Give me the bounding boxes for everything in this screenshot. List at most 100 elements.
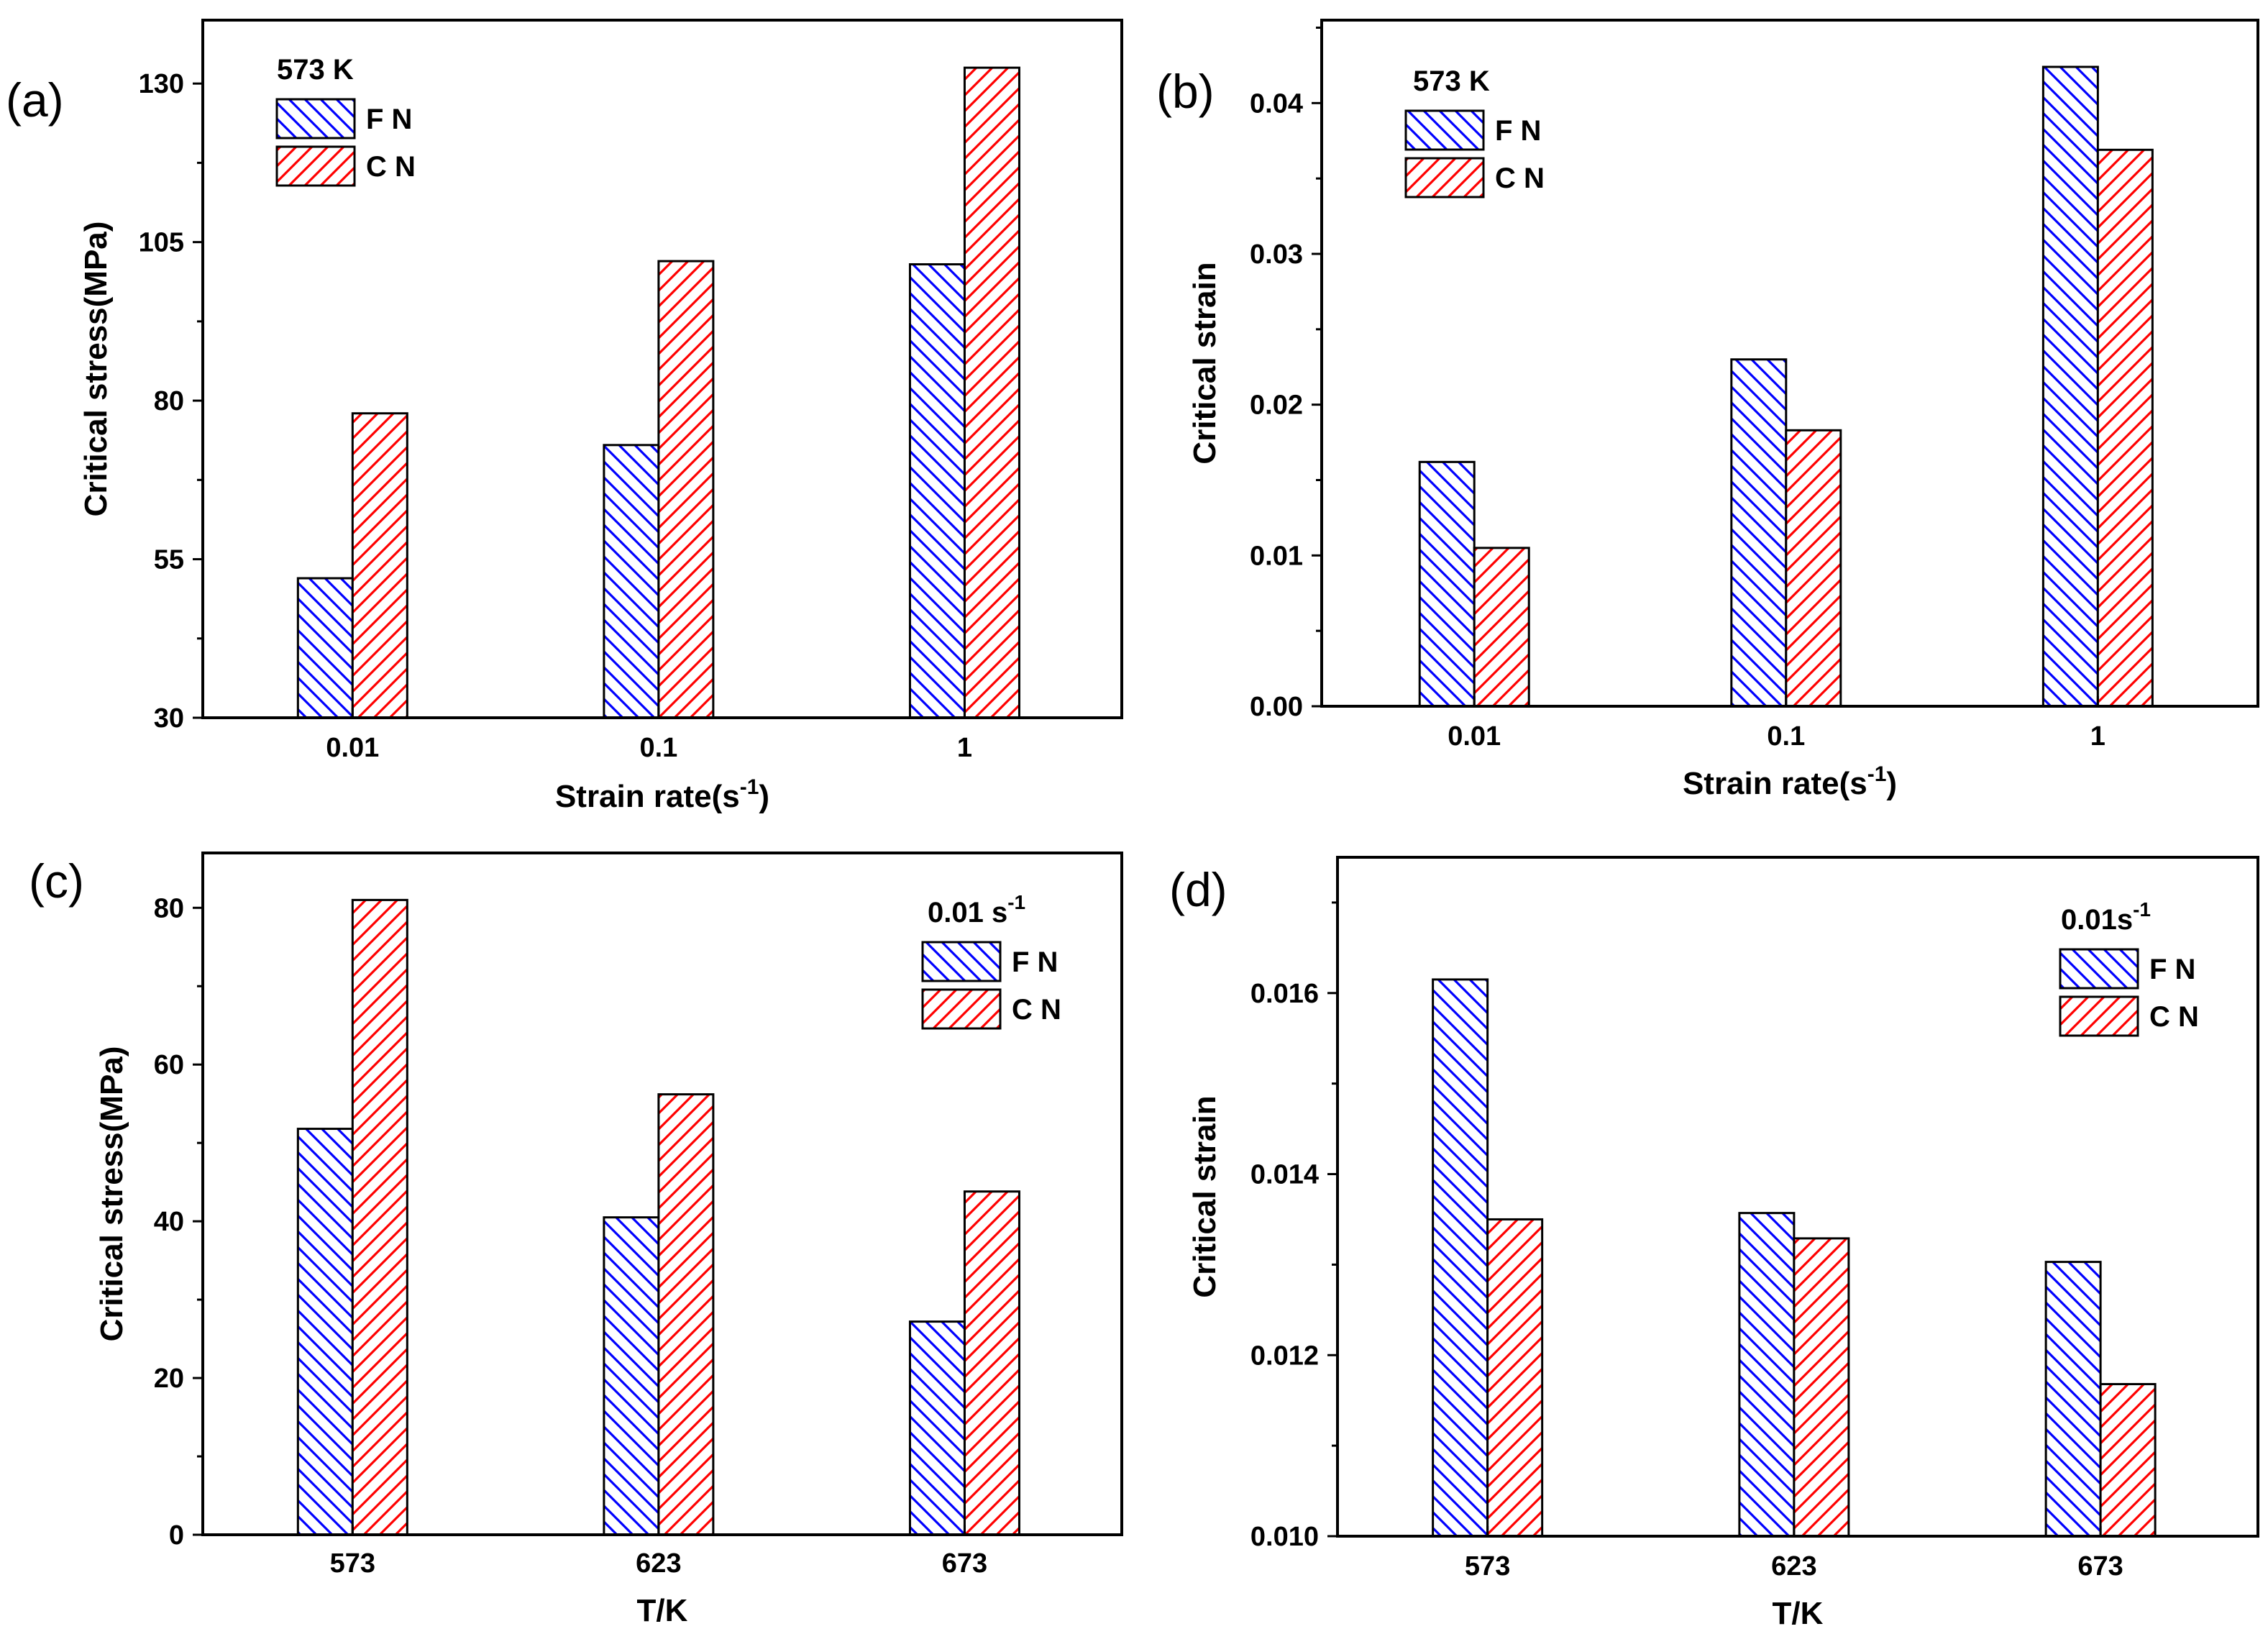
plot-frame — [1336, 856, 2259, 1538]
plot-frame — [201, 19, 1123, 719]
legend-title-main: 0.01s — [2061, 904, 2133, 936]
bar-fn-1 — [908, 263, 966, 719]
legend-title-main: 573 K — [277, 54, 354, 86]
bar-cn-573 — [351, 898, 408, 1536]
y-tick-label: 0 — [169, 1520, 184, 1551]
bar-fn-573 — [296, 1128, 354, 1536]
x-tick-label: 573 — [1465, 1551, 1510, 1581]
y-tick-label: 80 — [154, 386, 184, 416]
y-tick-label: 0.02 — [1250, 391, 1303, 421]
x-tick-label: 623 — [1771, 1551, 1816, 1581]
legend-swatch-cn — [1404, 157, 1485, 198]
chart-panel-b: (b) 0.01 0.1 1 0.00 0.01 0.02 0.03 0.04 Strain ra… — [1156, 19, 2259, 801]
x-tick-label: 673 — [2077, 1551, 2123, 1581]
x-tick-label: 573 — [330, 1548, 375, 1579]
x-axis-title-main: T/K — [1773, 1596, 1824, 1631]
plot-frame — [1320, 19, 2259, 708]
panel-label: (d) — [1169, 863, 1227, 916]
bar-cn-0_1 — [1785, 429, 1842, 708]
legend-title-sup: -1 — [2133, 898, 2151, 921]
bar-cn-623 — [1793, 1237, 1850, 1538]
x-tick-label: 0.1 — [1767, 721, 1805, 752]
x-axis-title-main: Strain rate(s — [555, 779, 740, 814]
y-tick-label: 0.01 — [1250, 541, 1303, 571]
y-axis-title: Critical stress(MPa) — [94, 1046, 129, 1342]
bar-cn-1 — [2096, 148, 2154, 708]
chart-panel-c: (c) 573 623 673 0 20 40 60 80 T/K Critical stress(… — [29, 852, 1123, 1628]
y-tick-label: 0.04 — [1250, 88, 1303, 119]
y-tick-label: 0.012 — [1250, 1341, 1319, 1371]
x-axis-title-tail: ) — [759, 779, 769, 814]
x-axis-title-main: Strain rate(s — [1683, 766, 1867, 801]
legend-swatch-cn — [2059, 995, 2139, 1037]
legend-title-main: 573 K — [1413, 65, 1490, 97]
bar-fn-673 — [908, 1320, 966, 1536]
bar-cn-573 — [1486, 1218, 1544, 1538]
bar-cn-0_01 — [351, 412, 408, 719]
chart-panel-d: (d) 573 623 673 0.010 0.012 0.014 0.016 T/K Criti… — [1169, 856, 2259, 1631]
legend-title: 573 K — [277, 54, 354, 86]
legend-swatch-cn — [275, 145, 356, 187]
legend-swatch-fn — [1404, 109, 1485, 151]
x-tick-label: 1 — [2090, 721, 2105, 752]
x-axis-title: Strain rate(s-1) — [1683, 762, 1897, 801]
x-tick-label: 0.1 — [639, 733, 677, 763]
panel-label: (b) — [1156, 65, 1215, 118]
bar-cn-673 — [963, 1190, 1020, 1536]
legend-label-cn: C N — [2149, 1001, 2199, 1033]
y-axis-title: Critical strain — [1187, 262, 1222, 464]
x-tick-label: 0.01 — [326, 733, 379, 763]
x-axis-title-sup: -1 — [1867, 762, 1887, 786]
legend-label-fn: F N — [1012, 946, 1058, 978]
bar-fn-673 — [2044, 1261, 2102, 1538]
x-axis-title: Strain rate(s-1) — [555, 775, 769, 814]
bar-cn-673 — [2099, 1383, 2157, 1538]
bar-fn-623 — [1738, 1212, 1796, 1538]
x-axis-title-sup: -1 — [740, 775, 759, 799]
y-axis-title: Critical strain — [1187, 1095, 1222, 1297]
y-tick-label: 105 — [139, 228, 184, 258]
bar-fn-1 — [2041, 65, 2099, 708]
y-tick-label: 130 — [139, 69, 184, 99]
y-tick-label: 40 — [154, 1207, 184, 1237]
x-axis-title-tail: ) — [1886, 766, 1897, 801]
x-tick-label: 1 — [957, 733, 972, 763]
bar-cn-0_01 — [1473, 547, 1530, 708]
y-tick-label: 0.014 — [1250, 1160, 1319, 1190]
bar-fn-573 — [1432, 978, 1489, 1538]
panel-label: (a) — [6, 73, 64, 127]
legend-label-fn: F N — [2149, 954, 2195, 985]
y-tick-label: 60 — [154, 1050, 184, 1080]
x-axis-title-main: T/K — [637, 1593, 688, 1628]
x-tick-label: 673 — [942, 1548, 987, 1579]
bar-fn-0_1 — [1730, 358, 1788, 708]
legend-label-cn: C N — [1012, 994, 1061, 1026]
legend-title: 0.01 s-1 — [928, 891, 1025, 928]
legend-swatch-fn — [275, 98, 356, 140]
x-axis-title: T/K — [637, 1593, 688, 1628]
legend-title-main: 0.01 s — [928, 897, 1007, 928]
bar-fn-623 — [603, 1216, 660, 1536]
y-tick-label: 0.00 — [1250, 692, 1303, 722]
y-tick-label: 0.016 — [1250, 979, 1319, 1009]
legend-label-cn: C N — [1495, 163, 1545, 194]
y-tick-label: 80 — [154, 893, 184, 923]
x-tick-label: 0.01 — [1448, 721, 1501, 752]
legend-swatch-cn — [921, 988, 1002, 1030]
legend-title: 0.01s-1 — [2061, 898, 2151, 936]
plot-frame — [201, 852, 1123, 1536]
bar-cn-0_1 — [657, 260, 715, 719]
x-tick-label: 623 — [636, 1548, 681, 1579]
legend-title: 573 K — [1413, 65, 1490, 97]
bar-cn-623 — [657, 1093, 715, 1536]
bar-fn-0_01 — [296, 577, 354, 719]
legend-swatch-fn — [2059, 948, 2139, 990]
y-tick-label: 20 — [154, 1364, 184, 1394]
y-tick-label: 0.03 — [1250, 239, 1303, 270]
bar-fn-0_1 — [603, 444, 660, 719]
y-tick-label: 55 — [154, 545, 184, 575]
y-axis-title: Critical stress(MPa) — [78, 222, 114, 517]
bar-cn-1 — [963, 66, 1020, 719]
